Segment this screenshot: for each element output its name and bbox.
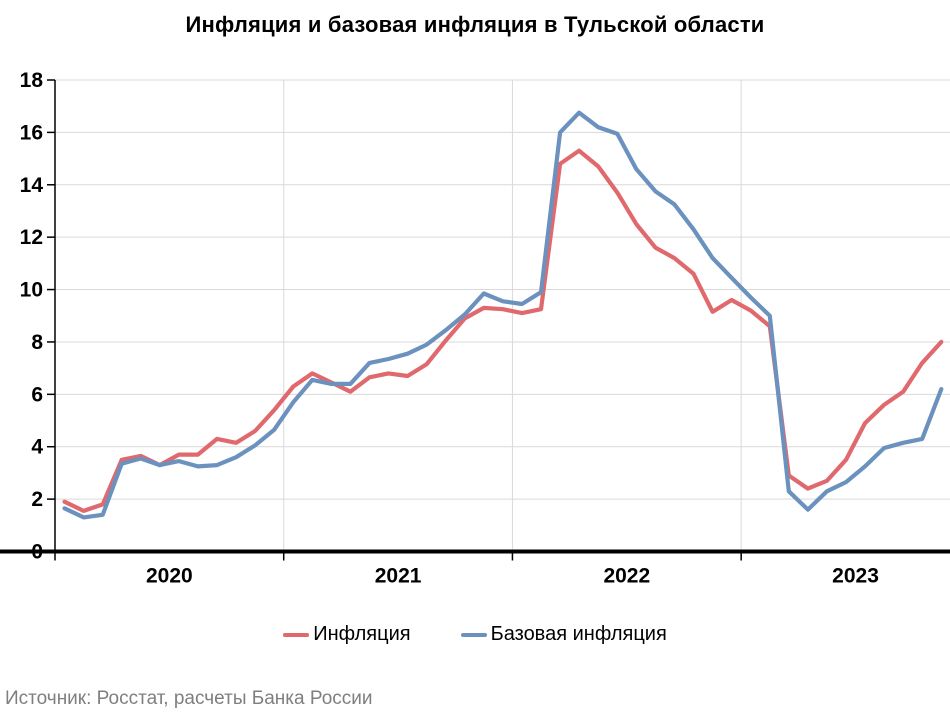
y-tick-label-4: 4 [31,436,43,459]
x-tick-label-2022: 2022 [603,565,650,588]
legend-label-inflation: Инфляция [313,623,411,645]
y-tick-label-2: 2 [31,488,43,511]
y-tick-label-6: 6 [31,383,43,406]
vertical-gridlines [283,80,742,552]
y-tick-label-0: 0 [31,541,43,564]
y-axis-ticks: 0 2 4 6 8 10 12 14 16 18 [20,69,55,564]
legend-item-core-inflation: Базовая инфляция [460,623,667,646]
legend-item-inflation: Инфляция [283,623,411,646]
y-tick-label-14: 14 [20,174,44,197]
horizontal-gridlines [55,79,950,500]
inflation-line [62,148,944,513]
x-tick-label-2023: 2023 [832,565,879,588]
y-tick-label-12: 12 [20,226,43,249]
inflation-line-sample [283,632,310,637]
y-tick-label-10: 10 [20,279,43,302]
chart-title: Инфляция и базовая инфляция в Тульской о… [185,12,765,37]
x-tick-label-2021: 2021 [375,565,422,588]
x-tick-label-2020: 2020 [146,565,193,588]
legend-label-core-inflation: Базовая инфляция [490,623,667,645]
source-note: Источник: Росстат, расчеты Банка России [5,688,373,709]
y-tick-label-16: 16 [20,121,43,144]
chart-legend: Инфляция Базовая инфляция [0,623,950,646]
y-tick-label-8: 8 [31,331,43,354]
y-tick-label-18: 18 [20,69,44,92]
core-inflation-line [62,110,944,520]
core-inflation-line-sample [460,632,487,637]
x-axis-ticks: 2020 2021 2022 2023 [54,553,879,588]
